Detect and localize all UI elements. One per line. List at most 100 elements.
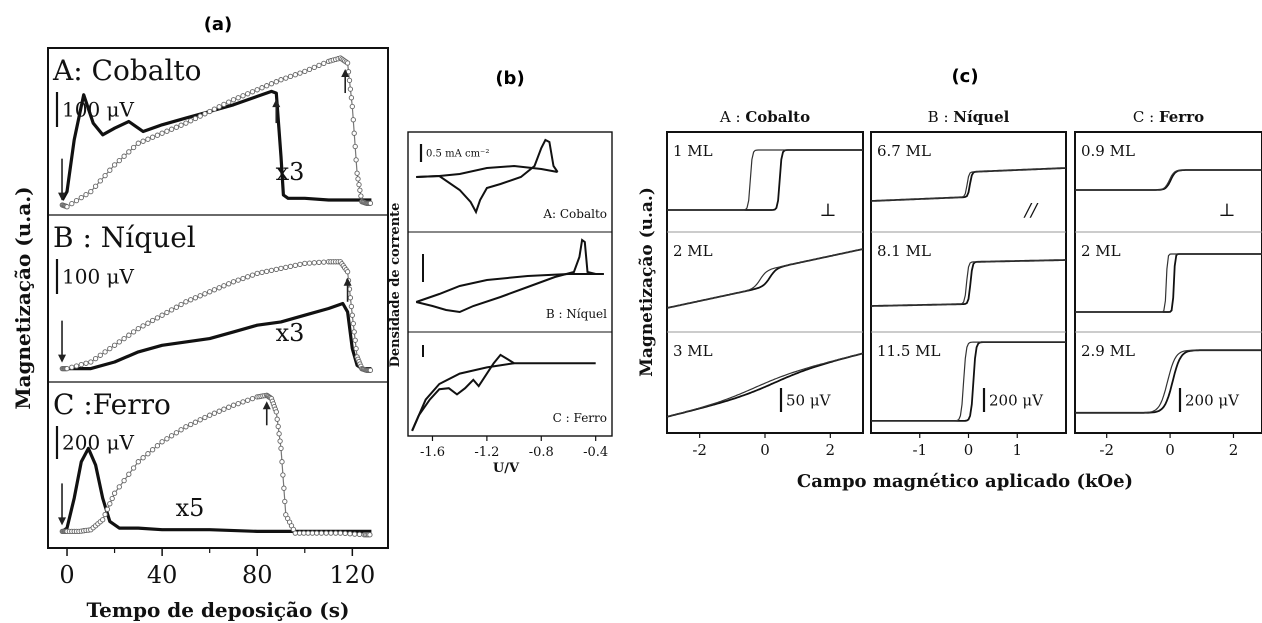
multiplier-label: x5 [176, 494, 205, 522]
x-axis-label: Tempo de deposição (s) [87, 598, 350, 622]
series-point [349, 312, 355, 318]
series-point [173, 430, 180, 436]
subplot-title: C : Ferro [553, 411, 607, 425]
series-point [226, 99, 232, 105]
series-point [273, 79, 279, 85]
series-point [305, 530, 311, 536]
series-point [145, 451, 151, 457]
series-point [64, 204, 70, 210]
series-point [235, 400, 241, 407]
loop-branch-down [1075, 253, 1262, 313]
series-point [216, 104, 222, 110]
series-point [273, 266, 279, 273]
series-point [337, 530, 344, 536]
cv-forward-line [415, 238, 604, 314]
series-point [275, 423, 281, 430]
series-point [69, 200, 75, 207]
series-point [116, 339, 122, 345]
series-point [230, 402, 237, 408]
loop-branch-down [667, 149, 863, 211]
series-point [268, 267, 275, 274]
loop-branch-down [871, 259, 1066, 307]
series-point [69, 364, 75, 370]
series-point [83, 360, 89, 366]
series-point [135, 325, 141, 332]
series-point [164, 436, 170, 442]
series-point [111, 162, 118, 168]
x-axis-label: Campo magnético aplicado (kOe) [797, 471, 1133, 492]
loop-row: 2.9 ML [1075, 342, 1262, 414]
loop-branch-up [1075, 253, 1262, 313]
series-point [197, 293, 203, 299]
arrow-up-head [272, 99, 281, 108]
subplot-title: C :Ferro [53, 388, 171, 421]
cv-reverse-line [411, 362, 515, 432]
x-tick-label: 0 [964, 441, 974, 459]
series-point [230, 279, 237, 285]
series-point [145, 320, 151, 326]
series-point [192, 115, 199, 122]
series-point [264, 268, 270, 275]
series-point [202, 414, 208, 421]
column-title-prefix: B : [928, 108, 954, 126]
series-point [202, 291, 208, 297]
scale-bar-label: 100 μV [62, 98, 135, 122]
series-point [245, 274, 251, 280]
series-point [109, 495, 115, 502]
series-point [159, 312, 165, 318]
series-point [318, 530, 325, 536]
series-point [221, 283, 227, 289]
series-point [268, 81, 275, 87]
series-point [111, 490, 118, 496]
series-point [207, 289, 213, 295]
series-point [159, 130, 165, 136]
x-tick-label: 2 [1229, 441, 1239, 459]
series-point [277, 438, 283, 444]
series-point [356, 531, 363, 538]
series-point [168, 433, 175, 439]
series-point [100, 517, 106, 523]
series-point [226, 281, 232, 287]
panel-a-frame [47, 47, 389, 549]
series-point [342, 530, 348, 537]
series-point [78, 194, 84, 201]
series-point [306, 260, 313, 266]
series-point [249, 395, 256, 402]
series-point [235, 277, 241, 283]
loop-branch-down [1075, 169, 1262, 191]
cv-forward-line [411, 353, 596, 432]
loop-branch-down [666, 352, 864, 418]
x-tick-label: -2 [692, 441, 707, 459]
series-point [88, 359, 94, 365]
orientation-symbol: ⊥ [820, 200, 837, 221]
series-point [279, 459, 285, 465]
loop-branch-down [666, 248, 864, 309]
series-point [348, 303, 355, 310]
subplot-title: A: Cobalto [542, 207, 607, 221]
series-point [245, 91, 251, 97]
series-point [173, 124, 180, 130]
y-axis-label: Densidade de corrente [388, 203, 403, 368]
x-tick-label: 120 [329, 561, 375, 589]
series-point [154, 132, 161, 138]
thickness-label: 3 ML [673, 342, 713, 360]
series-point [347, 295, 354, 301]
series-point [249, 272, 256, 278]
series-point [301, 530, 307, 536]
series-point [188, 297, 194, 303]
y-axis-label: Magnetização (u.a.) [11, 186, 35, 409]
series-point [102, 349, 108, 355]
series-point [352, 337, 358, 343]
series-point [149, 317, 156, 324]
series-point [276, 431, 282, 437]
series-point [221, 406, 227, 412]
x-tick-label: 1 [1012, 441, 1022, 459]
series-point [178, 122, 184, 128]
x-tick-label: -1.6 [420, 445, 445, 460]
panel-a-subplot: B : Níquel 100 μV x3 [53, 221, 374, 373]
series-point [292, 530, 298, 536]
series-point [358, 193, 364, 199]
series-point [188, 118, 194, 124]
series-point [328, 530, 334, 536]
multiplier-label: x3 [276, 158, 305, 186]
